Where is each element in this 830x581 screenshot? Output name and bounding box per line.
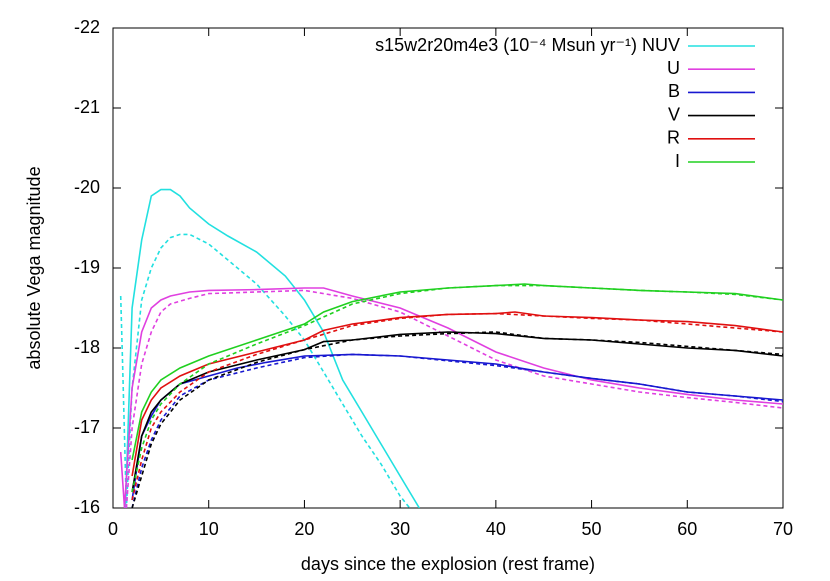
series-line (124, 188, 420, 508)
x-tick-label: 60 (677, 519, 697, 539)
x-tick-label: 50 (582, 519, 602, 539)
legend-label: B (668, 81, 680, 101)
x-tick-label: 10 (199, 519, 219, 539)
legend-label: R (667, 128, 680, 148)
plot-lines (119, 188, 783, 508)
y-tick-label: -21 (74, 97, 100, 117)
series-line (131, 311, 783, 477)
series-line (131, 283, 783, 461)
y-tick-label: -20 (74, 177, 100, 197)
x-tick-label: 0 (108, 519, 118, 539)
plot-frame (112, 27, 784, 509)
x-tick-label: 70 (773, 519, 793, 539)
series-line-dashed (125, 289, 783, 508)
series-line-dashed (131, 353, 783, 508)
x-axis-label: days since the explosion (rest frame) (301, 554, 595, 574)
x-tick-label: 20 (294, 519, 314, 539)
legend-label: I (675, 151, 680, 171)
y-tick-label: -22 (74, 17, 100, 37)
x-tick-label: 30 (390, 519, 410, 539)
legend-label: U (667, 58, 680, 78)
series-line-dashed (119, 233, 411, 508)
x-tick-label: 40 (486, 519, 506, 539)
series-line (119, 287, 783, 508)
y-tick-label: -19 (74, 257, 100, 277)
series-line-dashed (131, 284, 783, 493)
series-line (131, 353, 783, 501)
y-tick-label: -17 (74, 417, 100, 437)
y-tick-label: -16 (74, 497, 100, 517)
y-axis-label: absolute Vega magnitude (24, 166, 44, 369)
series-line-dashed (131, 331, 783, 508)
y-tick-label: -18 (74, 337, 100, 357)
legend-label: V (668, 104, 680, 124)
legend-label: s15w2r20m4e3 (10⁻⁴ Msun yr⁻¹) NUV (375, 35, 680, 55)
series-line-dashed (131, 312, 783, 501)
